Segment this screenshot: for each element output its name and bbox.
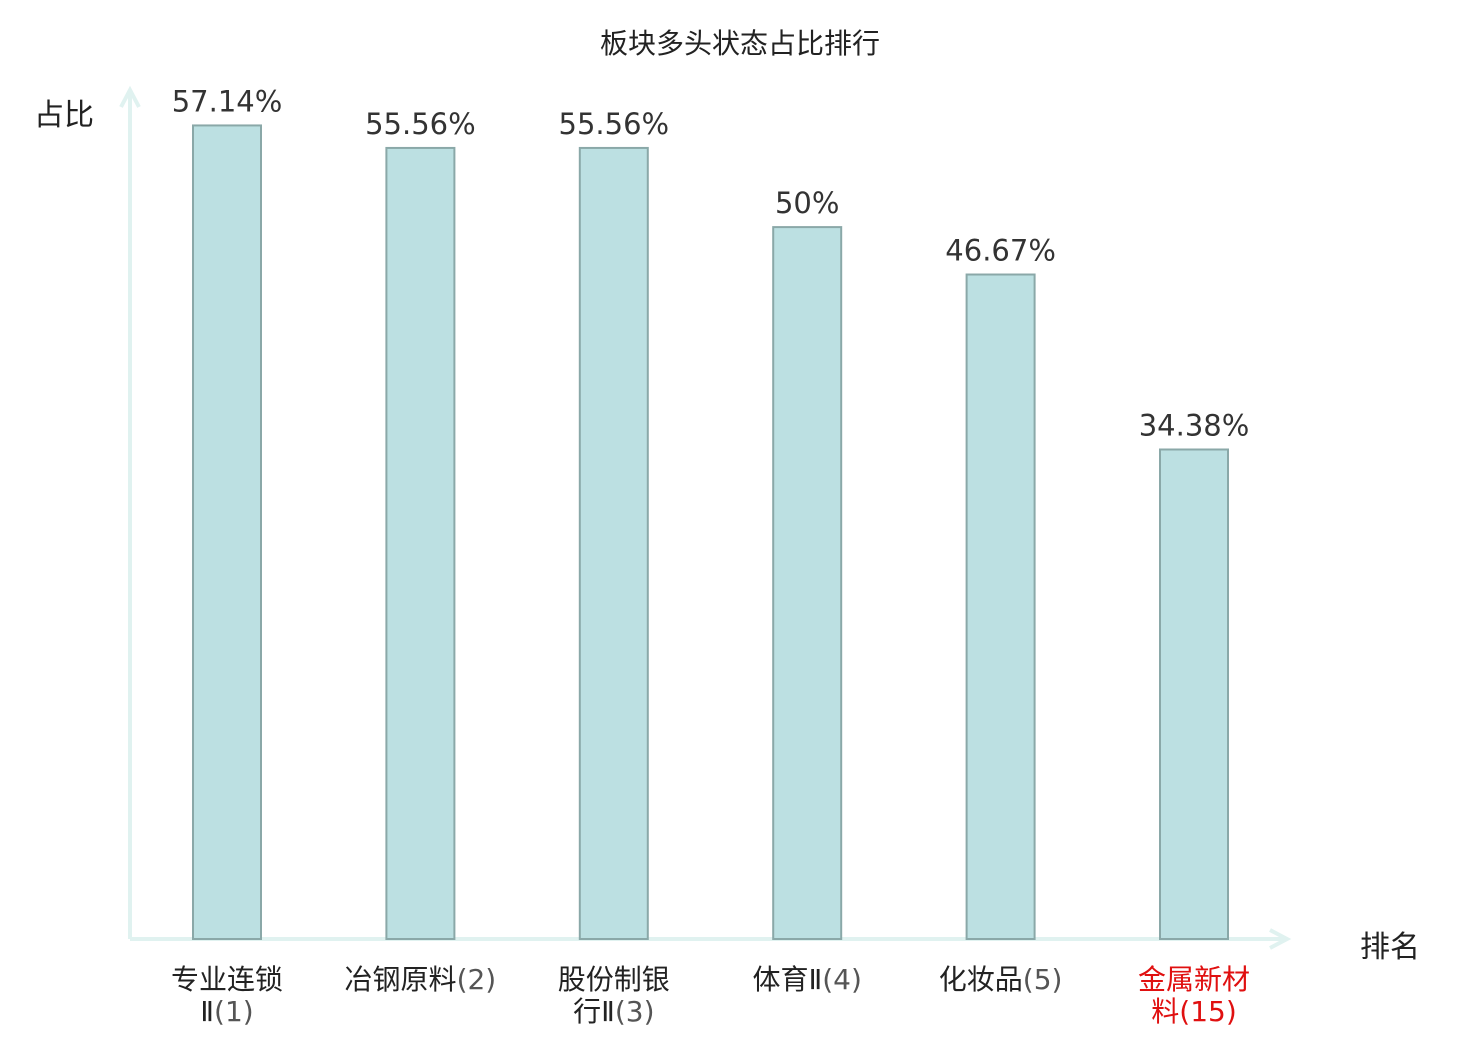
category-name: 体育Ⅱ xyxy=(752,963,823,996)
category-rank: (4) xyxy=(822,963,862,996)
category-name-cont: 料 xyxy=(1151,995,1180,1028)
bar xyxy=(772,226,843,941)
category-name: 化妆品 xyxy=(938,963,1023,996)
bar xyxy=(192,124,262,941)
value-label: 55.56% xyxy=(365,107,476,141)
category-name: 金属新材 xyxy=(1137,963,1250,996)
category-label: 冶钢原料(2) xyxy=(325,964,515,996)
category-label: 金属新材 料(15) xyxy=(1099,964,1289,1028)
category-label: 股份制银 行Ⅱ(3) xyxy=(519,964,709,1028)
value-label: 57.14% xyxy=(172,84,283,118)
value-label: 46.67% xyxy=(945,234,1056,268)
category-name: 冶钢原料 xyxy=(344,963,457,996)
category-rank: (15) xyxy=(1179,995,1237,1028)
category-label: 体育Ⅱ(4) xyxy=(712,964,902,996)
category-label: 专业连锁 Ⅱ(1) xyxy=(132,964,322,1028)
chart-title: 板块多头状态占比排行 xyxy=(599,27,880,60)
bar xyxy=(578,146,649,941)
category-rank: (5) xyxy=(1022,963,1063,996)
value-label: 55.56% xyxy=(559,107,670,141)
bar xyxy=(965,273,1036,941)
x-axis-arrow xyxy=(1269,928,1292,950)
category-rank: (2) xyxy=(456,963,497,996)
category-name: 专业连锁 xyxy=(170,963,283,996)
category-name-cont: 行Ⅱ xyxy=(573,995,615,1028)
bar xyxy=(385,146,456,941)
category-label: 化妆品(5) xyxy=(906,964,1096,996)
value-label: 34.38% xyxy=(1139,408,1250,442)
category-rank: (3) xyxy=(614,995,655,1028)
bar xyxy=(1159,448,1229,940)
category-name: 股份制银 xyxy=(557,963,670,996)
y-axis-label: 占比 xyxy=(34,98,94,133)
x-axis-label: 排名 xyxy=(1360,930,1420,965)
category-rank: (1) xyxy=(214,995,254,1028)
y-axis-arrow xyxy=(119,85,141,108)
value-label: 50% xyxy=(775,186,839,220)
category-name-cont: Ⅱ xyxy=(200,995,215,1028)
